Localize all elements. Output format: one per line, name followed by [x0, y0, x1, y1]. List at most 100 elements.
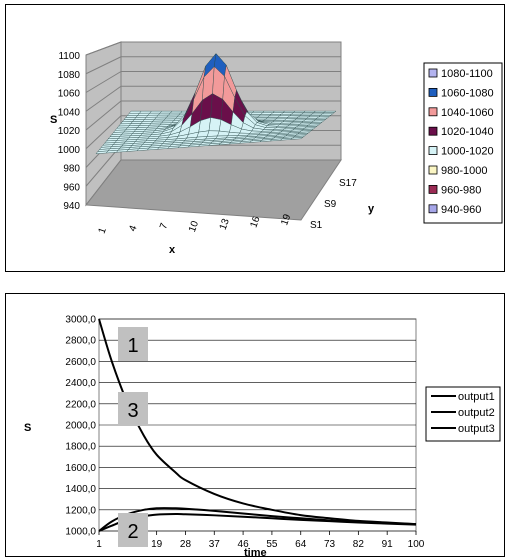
x-tick-label: 73: [324, 539, 336, 550]
legend-label: output3: [458, 423, 495, 435]
y-tick-label: 1400,0: [65, 484, 96, 495]
z-tick-label: 940: [63, 201, 80, 212]
z-tick-label: 1080: [58, 70, 81, 81]
legend-swatch: [428, 107, 438, 117]
callout-label: 2: [127, 521, 138, 543]
surface-cell: [159, 110, 173, 114]
y-tick-label: 1600,0: [65, 463, 96, 474]
x-axis-title: x: [169, 244, 176, 256]
x-tick-label: 64: [295, 539, 307, 550]
x-tick-labels: 1 4 7 10 13 16 19: [97, 212, 294, 235]
y-tick-label: 2200,0: [65, 399, 96, 410]
legend-swatch: [428, 88, 438, 97]
legend-label: 940-960: [441, 204, 481, 216]
legend-swatch: [428, 126, 438, 136]
z-gridline: [85, 71, 122, 93]
x-tick-label: 37: [209, 539, 221, 550]
z-tick-label: 1040: [58, 107, 81, 118]
legend-swatch: [428, 165, 438, 175]
surface-chart-panel: 940 960 980 1000 1020 1040 1060 1080 1100 1 4 7 10 1…: [5, 4, 505, 272]
x-tick-label: 1: [96, 539, 102, 550]
callout-box: [118, 513, 148, 547]
y-tick-label: S17: [339, 178, 357, 189]
x-axis-title: time: [244, 547, 267, 558]
z-tick-labels: 940 960 980 1000 1020 1040 1060 1080 1100: [58, 51, 81, 212]
y-tick-label: 3000,0: [65, 315, 96, 326]
z-axis-title: S: [50, 114, 57, 126]
z-gridline: [85, 56, 122, 75]
y-tick-label: 1200,0: [65, 505, 96, 516]
legend-label: output2: [458, 407, 495, 419]
legend-label: 980-1000: [441, 165, 488, 177]
x-tick-label: 19: [279, 212, 293, 227]
z-tick-label: 960: [63, 182, 80, 193]
legend-label: 1080-1100: [441, 68, 493, 80]
z-tick-label: 1100: [58, 51, 80, 62]
y-tick-label: 2000,0: [65, 421, 96, 432]
legend-label: 1020-1040: [441, 126, 494, 138]
x-tick-label: 19: [151, 539, 163, 550]
y-tick-label: 2800,0: [65, 336, 96, 347]
line-chart: 1000,0 1200,0 1400,0 1600,0 1800,0 2000,0 2200…: [24, 315, 501, 558]
legend-swatch: [428, 204, 438, 214]
z-gridline: [85, 100, 122, 131]
callout-label: 3: [127, 400, 138, 422]
surface-cell: [263, 118, 277, 121]
surface-mesh: [95, 52, 337, 154]
x-tick-label: 1: [97, 226, 109, 235]
callout-labels: 1 2 3: [118, 327, 148, 547]
x-tick-label: 28: [180, 539, 192, 550]
x-tick-label: 91: [382, 539, 394, 550]
x-tick-label: 10: [187, 219, 201, 234]
legend-label: 960-980: [441, 184, 481, 196]
y-tick-label: 2600,0: [65, 357, 96, 368]
line-legend: output1 output2 output3: [425, 386, 501, 442]
surface-cell: [139, 110, 152, 114]
y-axis-title: y: [368, 203, 375, 215]
legend-label: 1040-1060: [441, 107, 494, 119]
callout-box: [118, 392, 148, 426]
surface-cell: [263, 127, 277, 130]
legend-label: 1060-1080: [441, 87, 494, 99]
z-tick-label: 1060: [58, 89, 81, 100]
line-chart-panel: 1000,0 1200,0 1400,0 1600,0 1800,0 2000,0 2200…: [5, 293, 505, 558]
y-tick-labels: 1000,0 1200,0 1400,0 1600,0 1800,0 2000,0 2200…: [65, 315, 96, 538]
x-tick-label: 55: [266, 539, 278, 550]
y-tick-label: S9: [324, 199, 337, 210]
x-tick-label: 100: [408, 539, 425, 550]
floor: [85, 159, 342, 221]
z-tick-label: 1000: [58, 145, 81, 156]
legend-label: 1000-1020: [441, 146, 494, 158]
callout-label: 1: [127, 335, 138, 357]
x-tick-label: 13: [218, 217, 232, 232]
surface-cell: [208, 117, 222, 132]
y-tick-label: 2400,0: [65, 378, 96, 389]
callout-box: [118, 327, 148, 361]
z-gridline: [85, 85, 122, 112]
surface-cell: [290, 137, 304, 140]
y-tick-label: 1000,0: [65, 527, 96, 538]
z-tick-label: 980: [63, 164, 80, 175]
surface-legend: 1080-1100 1060-1080 1040-1060 1020-1040 1000…: [423, 62, 503, 224]
y-gridlines: [99, 318, 416, 532]
legend-swatch: [428, 68, 438, 78]
x-tick-label: 82: [353, 539, 365, 550]
legend-swatch: [428, 184, 438, 194]
legend-swatch: [428, 146, 438, 156]
y-axis-title: S: [24, 422, 31, 434]
surface-cell: [128, 110, 142, 114]
x-tick-label: 46: [238, 539, 250, 550]
legend-label: output1: [458, 391, 495, 403]
z-gridline: [85, 115, 122, 150]
z-gridline: [85, 159, 122, 206]
x-tick-label: 16: [248, 215, 262, 230]
z-gridline: [85, 41, 122, 56]
surface-cell: [149, 110, 163, 114]
y-tick-label: S1: [310, 220, 323, 231]
x-tick-label: 7: [158, 221, 170, 230]
x-tick-label: 4: [127, 224, 139, 233]
surface-cell: [169, 110, 183, 114]
y-tick-label: 1800,0: [65, 442, 96, 453]
